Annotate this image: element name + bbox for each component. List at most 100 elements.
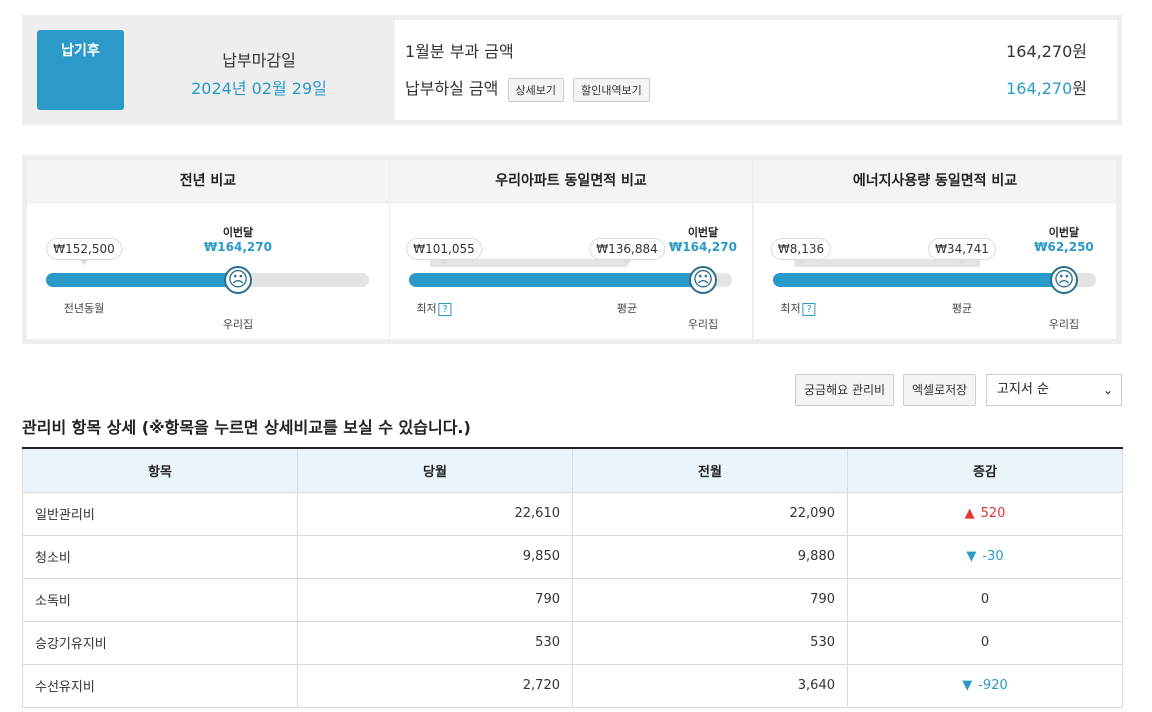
bill-summary: 납기후 납부마감일 2024년 02월 29일 1월분 부과 금액 164,27… bbox=[22, 15, 1122, 125]
chevron-down-icon: ⌄ bbox=[1102, 383, 1113, 397]
sort-select[interactable]: 고지서 순 ⌄ bbox=[986, 374, 1122, 406]
prev-year-bubble: ₩152,500 bbox=[46, 238, 122, 265]
min-label: 최저? bbox=[780, 300, 816, 316]
detail-button[interactable]: 상세보기 bbox=[507, 77, 564, 102]
change-cell: ▼ -920 bbox=[847, 663, 1123, 708]
item-cell: 일반관리비 bbox=[22, 491, 298, 536]
avg-label: 평균 bbox=[616, 302, 638, 315]
triangle-up-icon: ▲ bbox=[964, 506, 975, 521]
charge-amount: 164,270원 bbox=[1006, 38, 1087, 62]
pay-unit: 원 bbox=[1072, 79, 1087, 98]
panel-title: 에너지사용량 동일면적 비교 bbox=[754, 160, 1116, 203]
comparison-fill bbox=[773, 273, 1067, 287]
due-date: 2024년 02월 29일 bbox=[191, 79, 327, 98]
this-month-value: ₩62,250 bbox=[1034, 240, 1094, 254]
table-header-row: 항목 당월 전월 증감 bbox=[22, 448, 1123, 493]
this-month-label: 이번달 bbox=[1048, 226, 1080, 239]
fee-items-table: 항목 당월 전월 증감 일반관리비 22,610 22,090 ▲ 520 청소비 9,85… bbox=[22, 447, 1123, 708]
item-cell: 소독비 bbox=[22, 577, 298, 622]
comparison-fill bbox=[46, 273, 239, 287]
comparison-fill bbox=[409, 273, 703, 287]
due-label: 납부마감일 bbox=[222, 51, 296, 70]
help-icon[interactable]: ? bbox=[802, 302, 816, 316]
change-cell: ▼ -30 bbox=[847, 534, 1123, 579]
min-bubble: ₩8,136 bbox=[770, 238, 832, 265]
min-label-text: 최저 bbox=[416, 302, 437, 315]
pay-amount: 164,270원 bbox=[1006, 75, 1087, 99]
panel-title: 전년 비교 bbox=[27, 160, 389, 203]
triangle-down-icon: ▼ bbox=[962, 678, 973, 693]
due-info: 납부마감일 2024년 02월 29일 bbox=[124, 15, 394, 125]
header-change: 증감 bbox=[847, 448, 1123, 493]
pay-label: 납부하실 금액 bbox=[405, 79, 499, 98]
overdue-badge: 납기후 bbox=[37, 30, 124, 110]
this-month-value: ₩164,270 bbox=[669, 240, 737, 254]
previous-cell: 790 bbox=[572, 577, 848, 622]
charge-label: 1월분 부과 금액 bbox=[405, 42, 514, 61]
change-value: -30 bbox=[982, 549, 1004, 564]
table-row[interactable]: 수선유지비 2,720 3,640 ▼ -920 bbox=[22, 663, 1123, 708]
sad-face-icon: ☹ bbox=[224, 266, 252, 294]
item-cell: 수선유지비 bbox=[22, 663, 298, 708]
discount-button[interactable]: 할인내역보기 bbox=[573, 77, 650, 102]
previous-cell: 3,640 bbox=[572, 663, 848, 708]
header-item: 항목 bbox=[22, 448, 298, 493]
current-cell: 790 bbox=[297, 577, 573, 622]
current-cell: 9,850 bbox=[297, 534, 573, 579]
min-label-text: 최저 bbox=[780, 302, 801, 315]
avg-label: 평균 bbox=[951, 302, 973, 315]
this-month-value: ₩164,270 bbox=[204, 240, 272, 254]
current-cell: 2,720 bbox=[297, 663, 573, 708]
current-cell: 530 bbox=[297, 620, 573, 665]
current-cell: 22,610 bbox=[297, 491, 573, 536]
triangle-down-icon: ▼ bbox=[966, 549, 977, 564]
change-value: -920 bbox=[978, 678, 1008, 693]
comparison-track bbox=[46, 273, 369, 287]
sad-face-icon: ☹ bbox=[689, 266, 717, 294]
previous-cell: 9,880 bbox=[572, 534, 848, 579]
excel-save-button[interactable]: 엑셀로저장 bbox=[903, 374, 977, 406]
change-cell: 0 bbox=[847, 620, 1123, 665]
header-current: 당월 bbox=[297, 448, 573, 493]
faq-button[interactable]: 궁금해요 관리비 bbox=[795, 374, 895, 406]
range-track bbox=[794, 259, 980, 267]
panel-title: 우리아파트 동일면적 비교 bbox=[390, 160, 752, 203]
comparison-section: 전년 비교 ₩152,500 이번달 ₩164,270 ☹ 전년동월 우리집 우… bbox=[22, 155, 1122, 344]
pay-row: 납부하실 금액 상세보기 할인내역보기 164,270원 bbox=[405, 75, 1087, 102]
range-track bbox=[430, 259, 627, 267]
sort-select-value: 고지서 순 bbox=[997, 382, 1049, 397]
item-cell: 청소비 bbox=[22, 534, 298, 579]
change-cell: ▲ 520 bbox=[847, 491, 1123, 536]
our-home-label: 우리집 bbox=[222, 318, 254, 331]
our-home-label: 우리집 bbox=[687, 318, 719, 331]
header-previous: 전월 bbox=[572, 448, 848, 493]
prev-year-panel: 전년 비교 ₩152,500 이번달 ₩164,270 ☹ 전년동월 우리집 bbox=[27, 160, 389, 339]
this-month-marker: 이번달 ₩164,270 bbox=[669, 224, 737, 254]
this-month-marker: 이번달 ₩164,270 bbox=[204, 224, 272, 254]
table-row[interactable]: 청소비 9,850 9,880 ▼ -30 bbox=[22, 534, 1123, 579]
item-cell: 승강기유지비 bbox=[22, 620, 298, 665]
change-value: 0 bbox=[980, 592, 990, 607]
amount-box: 1월분 부과 금액 164,270원 납부하실 금액 상세보기 할인내역보기 1… bbox=[395, 20, 1117, 120]
change-value: 520 bbox=[980, 506, 1006, 521]
our-home-label: 우리집 bbox=[1048, 318, 1080, 331]
min-label: 최저? bbox=[416, 300, 452, 316]
table-row[interactable]: 승강기유지비 530 530 0 bbox=[22, 620, 1123, 665]
pay-amount-value: 164,270 bbox=[1006, 79, 1073, 98]
sad-face-icon: ☹ bbox=[1050, 266, 1078, 294]
table-row[interactable]: 소독비 790 790 0 bbox=[22, 577, 1123, 622]
table-row[interactable]: 일반관리비 22,610 22,090 ▲ 520 bbox=[22, 491, 1123, 536]
comparison-track bbox=[409, 273, 732, 287]
min-bubble: ₩101,055 bbox=[406, 238, 482, 265]
section-title: 관리비 항목 상세 (※항목을 누르면 상세비교를 보실 수 있습니다.) bbox=[22, 418, 471, 437]
this-month-label: 이번달 bbox=[687, 226, 719, 239]
this-month-marker: 이번달 ₩62,250 bbox=[1034, 224, 1094, 254]
prev-year-label: 전년동월 bbox=[63, 302, 105, 315]
avg-bubble: ₩136,884 bbox=[589, 238, 665, 265]
help-icon[interactable]: ? bbox=[438, 302, 452, 316]
comparison-track bbox=[773, 273, 1096, 287]
avg-bubble: ₩34,741 bbox=[928, 238, 996, 265]
previous-cell: 22,090 bbox=[572, 491, 848, 536]
previous-cell: 530 bbox=[572, 620, 848, 665]
change-cell: 0 bbox=[847, 577, 1123, 622]
